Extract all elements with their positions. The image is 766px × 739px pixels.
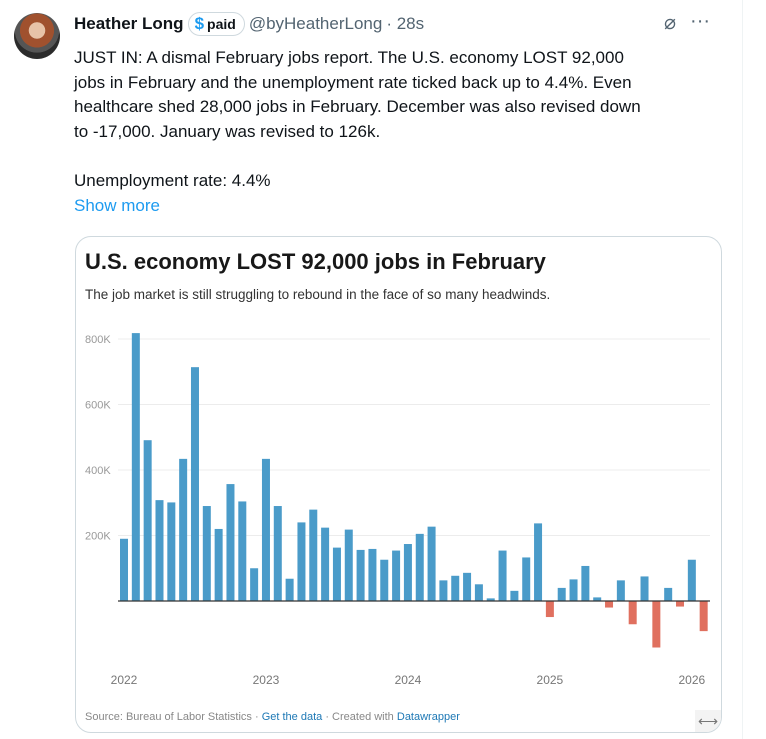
bar xyxy=(439,580,448,601)
badge-label: paid xyxy=(207,16,236,32)
get-data-link[interactable]: Get the data xyxy=(261,711,323,723)
bar xyxy=(155,500,164,601)
x-tick-label: 2024 xyxy=(395,673,422,687)
y-tick-label: 600K xyxy=(85,400,111,412)
bar xyxy=(344,529,353,601)
bar xyxy=(250,568,259,601)
jobs-bar-chart: 800K 600K 400K 200K 2022 2023 2024 2025 2026 xyxy=(85,333,710,687)
bar xyxy=(415,533,424,601)
y-tick-label: 200K xyxy=(85,531,111,543)
bar xyxy=(261,458,270,601)
y-tick-label: 800K xyxy=(85,334,111,346)
bar xyxy=(120,538,128,601)
bar xyxy=(569,579,578,601)
created-with-text: · Created with xyxy=(325,711,394,723)
divider xyxy=(742,0,743,739)
bar xyxy=(486,598,495,601)
x-tick-label: 2022 xyxy=(111,673,138,687)
bar xyxy=(451,575,460,601)
bar xyxy=(581,565,590,601)
bar xyxy=(226,484,235,601)
bar xyxy=(593,597,602,601)
tweet-line: JUST IN: A dismal February jobs report. … xyxy=(74,48,624,67)
bar xyxy=(652,601,661,648)
bar xyxy=(380,559,389,601)
tweet-line: healthcare shed 28,000 jobs in February.… xyxy=(74,97,641,116)
tweet-line: to -17,000. January was revised to 126k. xyxy=(74,121,381,141)
datawrapper-link[interactable]: Datawrapper xyxy=(396,711,460,723)
bar xyxy=(616,580,625,601)
bar xyxy=(557,587,566,601)
tweet-text: JUST IN: A dismal February jobs report. … xyxy=(74,46,641,218)
bar xyxy=(510,590,519,601)
author-name[interactable]: Heather Long xyxy=(74,14,184,33)
bar xyxy=(238,501,247,601)
timestamp[interactable]: · 28s xyxy=(386,14,425,33)
bar xyxy=(179,458,188,601)
show-more-link[interactable]: Show more xyxy=(74,195,160,215)
author-handle[interactable]: @byHeatherLong xyxy=(248,14,383,33)
more-options-icon[interactable]: ··· xyxy=(690,10,711,32)
chart-card[interactable]: U.S. economy LOST 92,000 jobs in Februar… xyxy=(75,236,722,733)
bar xyxy=(664,587,673,601)
chart-title: U.S. economy LOST 92,000 jobs in Februar… xyxy=(85,249,546,274)
paid-badge[interactable]: $ paid xyxy=(187,12,245,36)
bar xyxy=(545,601,554,618)
bar xyxy=(368,548,377,601)
tweet-header: Heather Long $ paid @byHeatherLong · 28s xyxy=(74,12,424,36)
bar xyxy=(332,547,341,601)
bar xyxy=(605,601,614,608)
bar xyxy=(392,550,401,601)
bar xyxy=(628,601,637,625)
tweet-line: jobs in February and the unemployment ra… xyxy=(74,72,632,92)
bar xyxy=(640,576,649,601)
expand-icon[interactable]: ⟷ xyxy=(695,710,721,732)
avatar[interactable] xyxy=(14,13,60,59)
bar xyxy=(676,601,685,607)
bar xyxy=(167,502,176,601)
x-tick-label: 2023 xyxy=(253,673,280,687)
bar xyxy=(273,506,282,601)
bar xyxy=(403,544,412,601)
bar xyxy=(699,601,708,632)
bar xyxy=(321,527,330,601)
bar xyxy=(463,572,472,601)
bar xyxy=(190,367,199,601)
chart-footer: Source: Bureau of Labor Statistics · Get… xyxy=(85,711,460,723)
chart-subtitle: The job market is still struggling to re… xyxy=(85,287,551,302)
bar xyxy=(427,526,436,601)
bar xyxy=(522,557,531,601)
bar xyxy=(285,578,294,601)
bar xyxy=(297,522,306,601)
bar xyxy=(498,550,507,601)
bar xyxy=(687,559,696,601)
source-text: Source: Bureau of Labor Statistics · xyxy=(85,711,259,723)
x-tick-label: 2025 xyxy=(537,673,564,687)
bar xyxy=(356,549,365,601)
bar xyxy=(214,528,223,601)
bar xyxy=(474,584,483,601)
x-tick-label: 2026 xyxy=(678,673,705,687)
grok-icon[interactable]: ⌀ xyxy=(664,12,677,34)
y-tick-label: 400K xyxy=(85,465,111,477)
unemployment-line: Unemployment rate: 4.4% xyxy=(74,171,271,190)
bar xyxy=(131,333,140,601)
bar xyxy=(534,523,543,601)
dollar-icon: $ xyxy=(194,14,205,33)
bar xyxy=(202,506,211,601)
bar xyxy=(309,509,318,601)
bar xyxy=(143,440,152,601)
